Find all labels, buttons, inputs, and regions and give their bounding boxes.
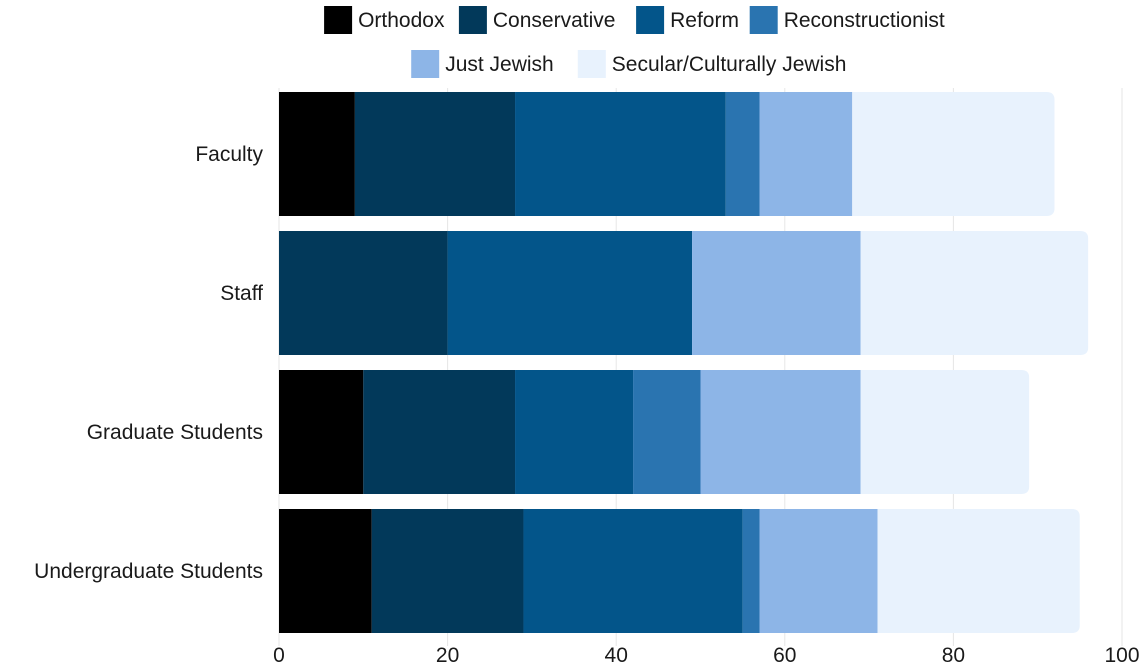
category-label: Staff xyxy=(220,282,263,305)
x-tick-label: 0 xyxy=(273,644,285,666)
legend-label: Reconstructionist xyxy=(784,9,945,32)
legend-label: Conservative xyxy=(493,9,616,32)
bar-orthodox-graduate-students xyxy=(279,370,364,494)
bar-secular-culturally-jewish-staff xyxy=(860,231,1089,355)
bar-secular-culturally-jewish-undergraduate-students xyxy=(877,509,1080,633)
bar-row-faculty xyxy=(279,92,1055,216)
legend-swatch xyxy=(411,50,440,78)
x-tick-label: 80 xyxy=(942,644,965,666)
bar-reform-staff xyxy=(447,231,693,355)
legend-swatch xyxy=(577,50,606,78)
legend-swatch xyxy=(749,6,778,34)
bar-reform-undergraduate-students xyxy=(523,509,743,633)
legend-label: Reform xyxy=(670,9,739,32)
bar-conservative-undergraduate-students xyxy=(371,509,524,633)
legend-swatch xyxy=(324,6,353,34)
legend-item-reconstructionist: Reconstructionist xyxy=(749,6,945,34)
bar-row-undergraduate-students xyxy=(279,509,1080,633)
legend-label: Just Jewish xyxy=(445,53,554,76)
x-axis-ticks: 0 20 40 60 80 100 xyxy=(273,644,1139,666)
legend-item-orthodox: Orthodox xyxy=(324,6,445,34)
bar-reform-faculty xyxy=(515,92,726,216)
bar-conservative-staff xyxy=(279,231,448,355)
bar-just-jewish-faculty xyxy=(759,92,853,216)
legend-item-reform: Reform xyxy=(636,6,739,34)
category-label: Undergraduate Students xyxy=(34,560,263,583)
legend-item-just-jewish: Just Jewish xyxy=(411,50,554,78)
bar-just-jewish-undergraduate-students xyxy=(759,509,878,633)
legend-label: Orthodox xyxy=(358,9,445,32)
bar-orthodox-undergraduate-students xyxy=(279,509,372,633)
bars xyxy=(279,92,1089,633)
category-labels: Faculty Staff Graduate Students Undergradua… xyxy=(34,143,263,583)
legend-swatch xyxy=(636,6,665,34)
bar-just-jewish-staff xyxy=(692,231,861,355)
bar-reform-graduate-students xyxy=(515,370,634,494)
bar-conservative-graduate-students xyxy=(363,370,516,494)
bar-just-jewish-graduate-students xyxy=(700,370,861,494)
category-label: Graduate Students xyxy=(87,421,263,444)
bar-row-graduate-students xyxy=(279,370,1030,494)
bar-orthodox-faculty xyxy=(279,92,355,216)
legend-swatch xyxy=(458,6,487,34)
x-tick-label: 60 xyxy=(773,644,796,666)
x-tick-label: 20 xyxy=(436,644,459,666)
bar-conservative-faculty xyxy=(354,92,516,216)
bar-reconstructionist-faculty xyxy=(725,92,760,216)
bar-secular-culturally-jewish-faculty xyxy=(852,92,1055,216)
bar-reconstructionist-undergraduate-students xyxy=(742,509,760,633)
legend-label: Secular/Culturally Jewish xyxy=(612,53,847,76)
x-tick-label: 100 xyxy=(1104,644,1139,666)
bar-reconstructionist-graduate-students xyxy=(633,370,701,494)
bar-row-staff xyxy=(279,231,1089,355)
x-tick-label: 40 xyxy=(605,644,628,666)
bar-secular-culturally-jewish-graduate-students xyxy=(860,370,1030,494)
legend-item-secular-culturally-jewish: Secular/Culturally Jewish xyxy=(577,50,847,78)
legend: Orthodox Conservative Reform Reconstruction… xyxy=(324,6,945,78)
legend-item-conservative: Conservative xyxy=(458,6,616,34)
category-label: Faculty xyxy=(195,143,263,166)
